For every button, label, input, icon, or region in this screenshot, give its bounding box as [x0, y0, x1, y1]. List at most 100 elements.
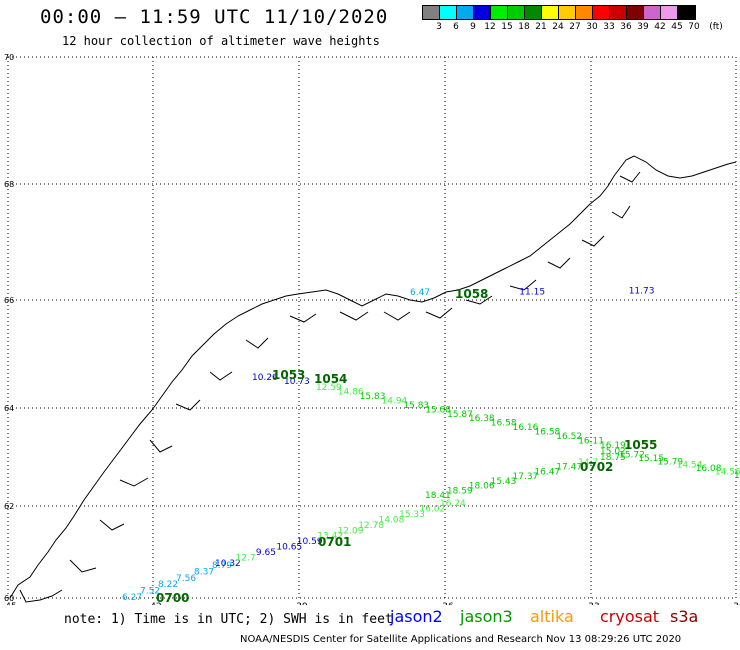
pass-time-label: 0702 — [580, 460, 613, 474]
wave-height-value: 7.56 — [176, 574, 196, 584]
longitude-label: -42 — [147, 602, 162, 605]
wave-height-value: 10.32 — [215, 559, 241, 569]
longitude-label: -36 — [439, 602, 454, 605]
colorbar-swatch — [440, 6, 457, 19]
latitude-label: 70 — [4, 53, 14, 62]
wave-height-value: 16.16 — [513, 423, 539, 433]
latitude-label: 62 — [4, 502, 14, 511]
wave-height-map: 70 68 66 64 62 60 -45 -42 -39 -36 -33 -30 6.277.52… — [2, 53, 740, 605]
wave-height-value: 15.79 — [657, 457, 683, 467]
wave-height-value: 16.47 — [534, 467, 560, 477]
colorbar-swatch — [593, 6, 610, 19]
wave-height-value: 11.15 — [519, 287, 545, 297]
latitude-labels: 70 68 66 64 62 60 — [4, 53, 14, 603]
wave-height-value: 15.02 — [600, 447, 626, 457]
colorbar-swatch — [474, 6, 491, 19]
colorbar-tick: 21 — [535, 22, 547, 32]
wave-height-value: 8.22 — [158, 580, 178, 590]
longitude-label: -30 — [730, 602, 740, 605]
wave-height-value: 12.78 — [358, 521, 384, 531]
wave-height-value: 16.24 — [440, 499, 466, 509]
colorbar-swatch — [576, 6, 593, 19]
latitude-label: 60 — [4, 594, 14, 603]
colorbar-swatch — [661, 6, 678, 19]
wave-height-value: 10.65 — [276, 543, 302, 553]
wave-height-value: 16.08 — [696, 464, 722, 474]
wave-height-value: 12.42 — [738, 286, 740, 296]
colorbar-tick: 30 — [586, 22, 598, 32]
pass-time-label: 0701 — [318, 535, 351, 549]
pass-time-label: 1054 — [314, 372, 347, 386]
wave-height-value: 16.11 — [578, 437, 604, 447]
colorbar-swatch — [559, 6, 576, 19]
wave-height-value: 14.56 — [715, 468, 740, 478]
credit-line: NOAA/NESDIS Center for Satellite Applica… — [240, 634, 682, 645]
wave-height-value: 11.73 — [629, 287, 655, 297]
longitude-label: -45 — [2, 602, 17, 605]
colorbar-swatch — [644, 6, 661, 19]
wave-height-value: 8.37 — [194, 567, 214, 577]
colorbar-tick: 70 — [688, 22, 700, 32]
wave-height-value: 15.43 — [491, 477, 517, 487]
coastline-southeast — [9, 155, 737, 599]
pass-time-label: 1055 — [624, 438, 657, 452]
latitude-label: 68 — [4, 180, 14, 189]
wave-height-value: 6.27 — [122, 593, 142, 603]
map-title: 00:00 – 11:59 UTC 11/10/2020 — [40, 6, 389, 28]
satellite-jason3: jason3 — [460, 607, 513, 626]
satellite-s3a: s3a — [670, 607, 699, 626]
wave-height-value: 12.09 — [338, 526, 364, 536]
wave-height-value: 14.94 — [382, 396, 408, 406]
colorbar-tick: 18 — [518, 22, 530, 32]
wave-height-value: 12.59 — [316, 383, 342, 393]
wave-height-value: 16.19 — [600, 441, 626, 451]
wave-height-value: 8.79 — [212, 561, 232, 571]
wave-height-value: 15.33 — [399, 510, 425, 520]
colorbar-swatch — [610, 6, 627, 19]
wave-height-value: 9.65 — [256, 548, 276, 558]
wave-height-value: 15.68 — [425, 405, 451, 415]
wave-height-value: 17.47 — [556, 463, 582, 473]
map-subtitle: 12 hour collection of altimeter wave hei… — [62, 34, 380, 48]
lat-lon-grid — [7, 56, 737, 599]
wave-height-value: 15.15 — [638, 454, 664, 464]
colorbar-swatch — [508, 6, 525, 19]
latitude-label: 66 — [4, 296, 14, 305]
greenland-coastline — [9, 155, 737, 603]
wave-height-value: 7.52 — [140, 587, 160, 597]
colorbar-unit: (ft) — [709, 22, 723, 32]
wave-height-value: 16.02 — [420, 505, 446, 515]
wave-height-value: 15.87 — [447, 410, 473, 420]
colorbar-swatch — [627, 6, 644, 19]
colorbar-tick: 15 — [501, 22, 513, 32]
satellite-altika: altika — [530, 607, 574, 626]
colorbar-tick: 6 — [453, 22, 459, 32]
colorbar-tick: 42 — [654, 22, 666, 32]
pass-time-label: 0700 — [156, 591, 189, 605]
colorbar-tick: 39 — [637, 22, 649, 32]
wave-height-value: 16.58 — [535, 428, 561, 438]
latitude-label: 64 — [4, 404, 14, 413]
wave-height-value: 10.59 — [297, 537, 323, 547]
longitude-label: -33 — [585, 602, 600, 605]
longitude-label: -39 — [293, 602, 308, 605]
footer-note: note: 1) Time is in UTC; 2) SWH is in fe… — [64, 612, 393, 627]
satellite-cryosat: cryosat — [600, 607, 660, 626]
colorbar-swatch — [525, 6, 542, 19]
pass-time-label: 1053 — [272, 368, 305, 382]
colorbar-tick: 27 — [569, 22, 581, 32]
wave-height-value: 14.7 — [578, 458, 598, 468]
colorbar-tick: 33 — [603, 22, 615, 32]
wave-height-value: 16.38 — [469, 414, 495, 424]
colorbar-swatch — [542, 6, 559, 19]
satellite-jason2: jason2 — [390, 607, 443, 626]
colorbar-tick: 36 — [620, 22, 632, 32]
wave-height-value: 14.08 — [379, 515, 405, 525]
wave-height-value: 18.41 — [425, 491, 451, 501]
wave-height-value: 16.58 — [491, 419, 517, 429]
colorbar-swatch — [457, 6, 474, 19]
colorbar-tick-labels: 3 6 9 12 15 18 21 24 27 30 33 36 39 42 45 70 (ft) — [422, 22, 732, 34]
wave-height-value: 12.7 — [236, 554, 256, 564]
wave-height-colorbar — [422, 5, 696, 20]
wave-height-value: 14.54 — [677, 461, 703, 471]
